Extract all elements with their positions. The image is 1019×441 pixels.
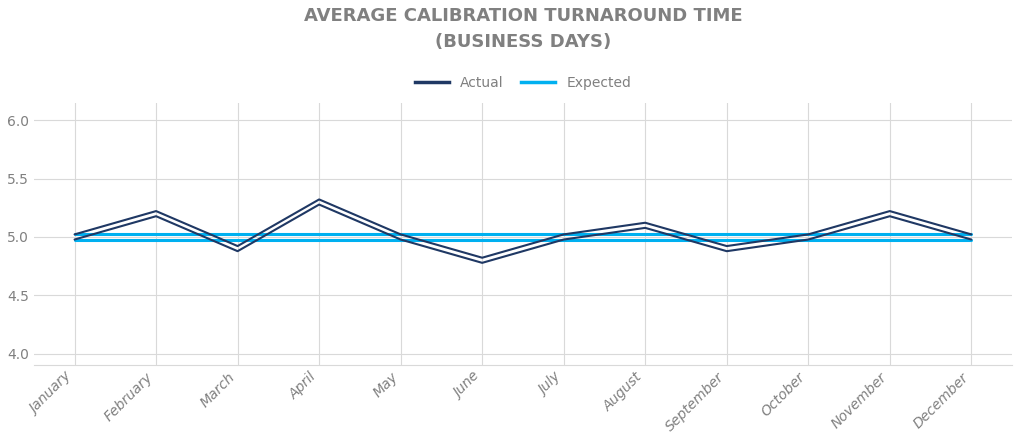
Title: AVERAGE CALIBRATION TURNAROUND TIME
(BUSINESS DAYS): AVERAGE CALIBRATION TURNAROUND TIME (BUS… [304, 7, 742, 51]
Legend: Actual, Expected: Actual, Expected [415, 76, 632, 90]
